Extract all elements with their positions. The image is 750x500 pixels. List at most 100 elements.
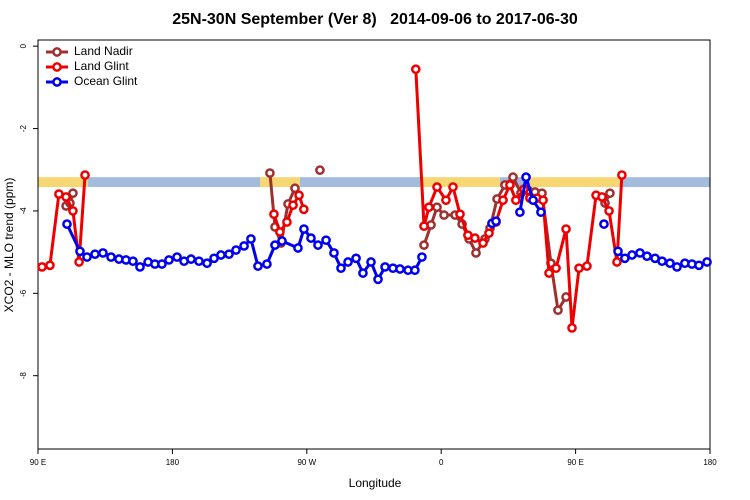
x-tick-label: 180 xyxy=(703,458,717,467)
series-point xyxy=(336,263,346,274)
series-point xyxy=(343,257,353,267)
series-point xyxy=(417,252,427,262)
series-point xyxy=(561,224,571,234)
series-point xyxy=(135,262,145,272)
series-point xyxy=(358,268,368,278)
series-point xyxy=(62,219,72,229)
x-axis-label: Longitude xyxy=(349,476,402,490)
series-point xyxy=(551,263,561,274)
series-point xyxy=(288,200,298,211)
series-point xyxy=(441,195,451,206)
series-point xyxy=(366,257,376,267)
series-point xyxy=(419,240,429,250)
series-point xyxy=(597,192,607,202)
series-point xyxy=(511,195,521,206)
series-point xyxy=(202,258,212,269)
series-point xyxy=(262,259,272,269)
series-point xyxy=(299,224,309,234)
series-point xyxy=(491,216,501,227)
series-point xyxy=(98,248,108,258)
series-point xyxy=(269,209,279,220)
series-point xyxy=(82,252,92,262)
series-point xyxy=(45,260,55,271)
series-point xyxy=(657,256,667,267)
series-point xyxy=(410,265,420,276)
series-point xyxy=(80,170,90,180)
x-tick-label: 90 W xyxy=(297,458,316,467)
chart-title: 25N-30N September (Ver 8) 2014-09-06 to … xyxy=(172,11,578,28)
series-point xyxy=(432,202,442,213)
series-point xyxy=(106,252,116,262)
series-point xyxy=(582,261,592,271)
series-point xyxy=(275,227,285,237)
series-point xyxy=(498,195,508,206)
y-tick-label: -6 xyxy=(19,289,28,297)
x-tick-label: 180 xyxy=(166,458,180,467)
series-point xyxy=(373,274,383,285)
series-point xyxy=(128,256,138,267)
band-segment xyxy=(38,177,89,188)
series-point xyxy=(239,241,249,251)
series-point xyxy=(617,170,627,180)
series-point xyxy=(599,219,609,229)
series-point xyxy=(574,263,584,274)
series-point xyxy=(380,262,390,272)
series-point xyxy=(313,240,323,250)
series-point xyxy=(528,195,538,206)
series-point xyxy=(612,257,622,267)
series-point xyxy=(186,254,196,264)
series-line xyxy=(518,175,543,213)
series-point xyxy=(478,238,488,248)
series-point xyxy=(521,172,531,183)
series-point xyxy=(74,257,84,267)
series-point xyxy=(329,248,339,258)
series-point xyxy=(567,323,577,333)
series-point xyxy=(293,243,303,253)
series-point xyxy=(90,249,100,260)
series-point xyxy=(164,255,174,265)
band-segment xyxy=(88,177,261,188)
series-line xyxy=(65,223,424,281)
series-point xyxy=(455,209,465,220)
series-point xyxy=(419,221,429,232)
series-point xyxy=(620,253,630,264)
legend-swatch-point xyxy=(52,62,62,72)
y-tick-label: -8 xyxy=(19,372,28,380)
series-point xyxy=(294,190,304,201)
series-point xyxy=(515,207,525,218)
series-point xyxy=(157,259,167,269)
series-point xyxy=(613,246,623,257)
series-point xyxy=(194,256,204,267)
legend-label: Ocean Glint xyxy=(74,74,138,88)
plot-frame xyxy=(37,39,711,450)
series-point xyxy=(439,210,449,220)
series-point xyxy=(484,228,494,239)
series-point xyxy=(702,257,712,267)
series-point xyxy=(544,268,554,278)
series-point xyxy=(231,245,241,255)
series-point xyxy=(216,250,226,260)
series-point xyxy=(321,235,331,246)
series-point xyxy=(604,206,614,216)
series-point xyxy=(37,262,47,272)
legend-label: Land Glint xyxy=(74,59,129,73)
series-point xyxy=(172,252,182,262)
series-point xyxy=(665,258,675,269)
legend-label: Land Nadir xyxy=(74,44,133,58)
series-point xyxy=(290,183,300,194)
series-point xyxy=(471,248,481,258)
series-point xyxy=(536,207,546,218)
legend-swatch-point xyxy=(52,77,62,87)
legend-swatch-point xyxy=(52,47,62,57)
y-tick-label: -2 xyxy=(19,124,28,132)
series-point xyxy=(395,264,405,274)
band-segment xyxy=(529,177,620,188)
series-point xyxy=(553,305,563,316)
series-point xyxy=(470,233,480,243)
series-point xyxy=(253,261,263,271)
series-point xyxy=(282,217,292,227)
band-segment xyxy=(299,177,420,188)
band-segment xyxy=(419,177,501,188)
